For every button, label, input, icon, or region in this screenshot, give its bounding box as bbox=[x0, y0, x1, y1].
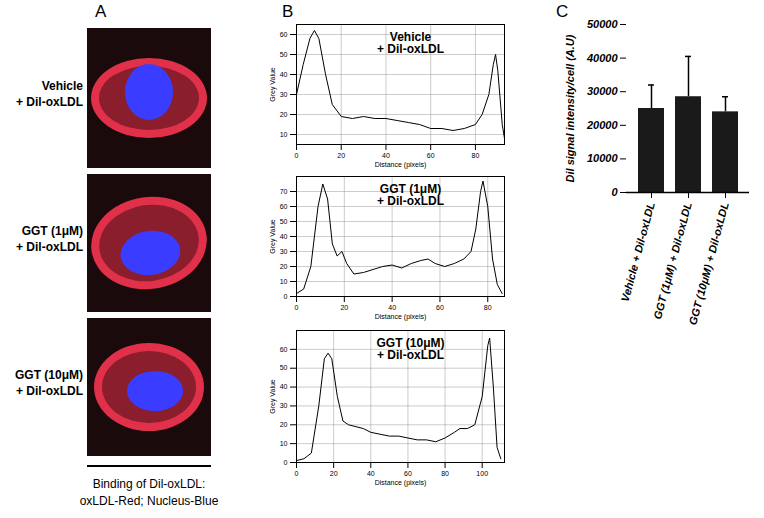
svg-text:0: 0 bbox=[295, 152, 299, 159]
svg-text:20: 20 bbox=[330, 470, 338, 477]
svg-text:0: 0 bbox=[295, 304, 299, 311]
svg-text:0: 0 bbox=[295, 470, 299, 477]
svg-text:Vehicle+ Dil-oxLDL: Vehicle+ Dil-oxLDL bbox=[377, 30, 444, 56]
svg-text:10: 10 bbox=[280, 131, 288, 138]
svg-text:80: 80 bbox=[441, 470, 449, 477]
svg-text:60: 60 bbox=[280, 31, 288, 38]
svg-text:60: 60 bbox=[404, 470, 412, 477]
svg-text:50000: 50000 bbox=[587, 18, 618, 30]
html-text:A: A bbox=[95, 2, 107, 21]
html-text:B: B bbox=[282, 2, 294, 21]
svg-text:Vehicle+ Dil-oxLDL: Vehicle+ Dil-oxLDL bbox=[16, 79, 83, 109]
svg-text:60: 60 bbox=[436, 304, 444, 311]
html-text:C: C bbox=[556, 2, 569, 21]
svg-text:Vehicle + Dil-oxLDL: Vehicle + Dil-oxLDL bbox=[619, 201, 657, 303]
svg-text:100: 100 bbox=[476, 470, 488, 477]
svg-text:0: 0 bbox=[284, 293, 288, 300]
svg-text:Distance (pixels): Distance (pixels) bbox=[375, 313, 427, 321]
svg-text:10: 10 bbox=[280, 440, 288, 447]
svg-text:20000: 20000 bbox=[586, 119, 618, 131]
svg-text:60: 60 bbox=[427, 152, 435, 159]
svg-text:40: 40 bbox=[280, 383, 288, 390]
svg-text:20: 20 bbox=[280, 111, 288, 118]
svg-text:10: 10 bbox=[280, 278, 288, 285]
svg-text:40: 40 bbox=[280, 71, 288, 78]
svg-text:Dil signal intensity/cell (A.U: Dil signal intensity/cell (A.U) bbox=[564, 34, 576, 182]
svg-text:Grey Value: Grey Value bbox=[269, 379, 277, 414]
svg-text:GGT (10μM)+ Dil-oxLDL: GGT (10μM)+ Dil-oxLDL bbox=[15, 368, 83, 398]
svg-text:20: 20 bbox=[280, 421, 288, 428]
svg-text:40: 40 bbox=[367, 470, 375, 477]
svg-text:60: 60 bbox=[280, 346, 288, 353]
svg-text:GGT (10μM)+ Dil-oxLDL: GGT (10μM)+ Dil-oxLDL bbox=[376, 336, 444, 362]
svg-text:80: 80 bbox=[472, 152, 480, 159]
svg-text:0: 0 bbox=[284, 459, 288, 466]
svg-text:GGT (10μM) + Dil-oxLDL: GGT (10μM) + Dil-oxLDL bbox=[686, 201, 730, 327]
svg-text:Grey Value: Grey Value bbox=[269, 219, 277, 254]
svg-text:20: 20 bbox=[340, 304, 348, 311]
svg-text:30: 30 bbox=[280, 402, 288, 409]
svg-text:GGT (1μM)+ Dil-oxLDL: GGT (1μM)+ Dil-oxLDL bbox=[377, 182, 444, 208]
svg-text:30: 30 bbox=[280, 248, 288, 255]
svg-text:70: 70 bbox=[280, 188, 288, 195]
svg-text:40: 40 bbox=[388, 304, 396, 311]
svg-text:40: 40 bbox=[382, 152, 390, 159]
svg-text:50: 50 bbox=[280, 218, 288, 225]
svg-text:0: 0 bbox=[611, 186, 618, 198]
svg-text:50: 50 bbox=[280, 364, 288, 371]
svg-text:Grey Value: Grey Value bbox=[269, 67, 277, 102]
svg-text:30: 30 bbox=[280, 91, 288, 98]
svg-text:40: 40 bbox=[280, 233, 288, 240]
svg-text:oxLDL-Red; Nucleus-Blue: oxLDL-Red; Nucleus-Blue bbox=[80, 494, 219, 508]
svg-text:80: 80 bbox=[484, 304, 492, 311]
svg-text:10000: 10000 bbox=[587, 152, 618, 164]
svg-text:30000: 30000 bbox=[587, 85, 618, 97]
svg-text:50: 50 bbox=[280, 51, 288, 58]
svg-text:Distance (pixels): Distance (pixels) bbox=[375, 479, 427, 487]
svg-text:40000: 40000 bbox=[586, 52, 618, 64]
svg-text:GGT (1μM) + Dil-oxLDL: GGT (1μM) + Dil-oxLDL bbox=[651, 201, 694, 321]
svg-text:60: 60 bbox=[280, 203, 288, 210]
svg-text:Binding of Dil-oxLDL:: Binding of Dil-oxLDL: bbox=[93, 477, 206, 491]
svg-text:20: 20 bbox=[280, 263, 288, 270]
svg-text:Distance (pixels): Distance (pixels) bbox=[375, 161, 427, 169]
svg-text:GGT (1μM)+ Dil-oxLDL: GGT (1μM)+ Dil-oxLDL bbox=[16, 224, 83, 254]
svg-text:20: 20 bbox=[337, 152, 345, 159]
